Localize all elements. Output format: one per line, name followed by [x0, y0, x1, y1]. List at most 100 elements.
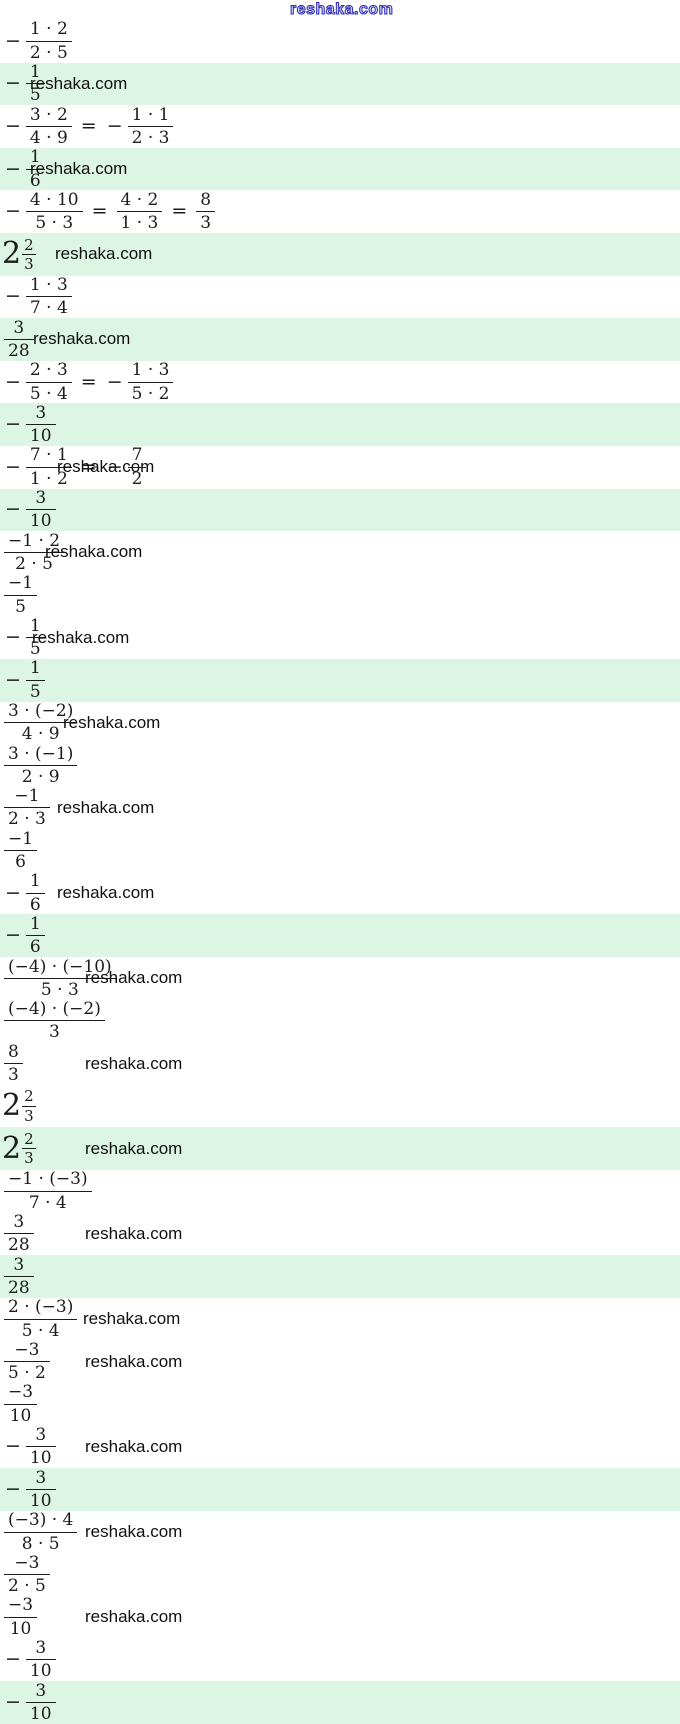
inline-watermark: reshaka.com — [85, 1223, 183, 1243]
fraction: 3 10 — [25, 1639, 56, 1682]
fraction: −3 10 — [4, 1383, 38, 1425]
fraction-denominator: 5 — [29, 85, 41, 106]
math-operator: − — [5, 157, 21, 180]
fraction-numerator: 1 — [25, 659, 45, 681]
math-operator: − — [106, 455, 123, 478]
fraction-denominator: 3 — [24, 1149, 34, 1168]
math-expression: −1 6 — [2, 872, 47, 914]
fraction-numerator: 2 — [22, 235, 36, 255]
math-expression: −1 6 — [2, 915, 47, 957]
fraction: −3 2 · 5 — [4, 1553, 50, 1596]
fraction-numerator: 3 — [25, 1639, 56, 1661]
fraction-denominator: 5 · 3 — [35, 213, 74, 234]
math-expression: −3 2 · 5 — [2, 1553, 52, 1596]
fraction: (−4) · (−10) 5 · 3 — [4, 957, 116, 1000]
solution-row-22: −1 6 — [0, 914, 680, 958]
math-expression: 3 28 — [2, 1255, 36, 1299]
fraction: 3 · (−2) 4 · 9 — [4, 702, 78, 744]
solution-row-17: 3 · (−2) 4 · 9 reshaka.com — [0, 702, 680, 745]
math-expression: −1 5 — [2, 659, 47, 701]
math-operator: = — [171, 200, 188, 223]
math-operator: − — [5, 114, 21, 137]
math-expression: −1 · (−3) 7 · 4 — [2, 1170, 94, 1212]
fraction-denominator: 6 — [15, 852, 26, 873]
inline-watermark: reshaka.com — [57, 457, 155, 477]
fraction-numerator: 1 · 3 — [25, 276, 72, 298]
solution-row-24: (−4) · (−2) 3 — [0, 1000, 680, 1043]
fraction-numerator: (−4) · (−10) — [4, 957, 116, 979]
fraction-denominator: 5 — [15, 596, 26, 617]
fraction-denominator: 7 · 4 — [28, 1192, 67, 1213]
fraction-denominator: 3 — [49, 1022, 60, 1043]
fraction-denominator: 10 — [29, 1448, 52, 1469]
fraction-numerator: 4 · 10 — [25, 190, 83, 213]
fraction: −1 · (−3) 7 · 4 — [4, 1170, 92, 1212]
fraction-denominator: 10 — [29, 1661, 52, 1682]
fraction-denominator: 2 · 5 — [15, 553, 53, 574]
fraction-denominator: 28 — [8, 1278, 30, 1299]
fraction-numerator: 3 — [4, 1213, 34, 1235]
fraction-denominator: 2 · 9 — [21, 766, 60, 787]
math-operator: − — [5, 626, 21, 649]
fraction: 3 28 — [4, 318, 34, 361]
fraction-numerator: −1 — [4, 787, 50, 809]
fraction-numerator: −1 — [4, 829, 38, 852]
fraction-numerator: −3 — [4, 1341, 50, 1363]
math-operator: − — [5, 29, 21, 52]
fraction-numerator: 3 — [4, 318, 34, 340]
inline-watermark: reshaka.com — [85, 1351, 183, 1371]
fraction: 4 · 10 5 · 3 — [25, 190, 83, 234]
inline-watermark: reshaka.com — [32, 627, 130, 647]
math-operator: − — [5, 1477, 21, 1500]
solution-row-34: −3 10 reshaka.com — [0, 1426, 680, 1469]
fraction: −1 6 — [4, 829, 38, 873]
solution-row-39: −3 10 — [0, 1639, 680, 1682]
fraction-numerator: 1 — [25, 872, 45, 894]
fraction-denominator: 3 — [24, 1106, 34, 1125]
fraction: 3 28 — [4, 1255, 34, 1299]
fraction-numerator: −3 — [4, 1553, 50, 1576]
fraction: 3 10 — [25, 489, 56, 531]
math-operator: − — [106, 114, 123, 137]
math-expression: −3 10 — [2, 489, 58, 531]
fraction-numerator: 3 · (−1) — [4, 744, 78, 766]
solution-row-35: −3 10 — [0, 1468, 680, 1511]
math-expression: −3 5 · 2 — [2, 1341, 52, 1383]
fraction-denominator: 5 · 4 — [29, 383, 68, 404]
fraction-denominator: 5 — [29, 681, 41, 702]
solution-row-27: 2 2 3 reshaka.com — [0, 1127, 680, 1171]
fraction-denominator: 5 · 2 — [131, 383, 170, 404]
fraction-denominator: 28 — [8, 340, 30, 361]
inline-watermark: reshaka.com — [57, 883, 155, 903]
math-expression: −3 10 — [2, 1383, 39, 1425]
fraction: 3 10 — [25, 1426, 56, 1469]
math-operator: − — [106, 370, 123, 393]
solution-row-6: 2 2 3 reshaka.com — [0, 232, 680, 276]
math-expression: 3 28 — [2, 318, 36, 361]
solution-row-10: −3 10 — [0, 403, 680, 446]
fraction-denominator: 3 — [8, 1065, 19, 1086]
math-expression: −1 5 — [2, 63, 47, 105]
fraction-denominator: 5 · 3 — [40, 979, 79, 1000]
solution-row-20: −1 6 — [0, 829, 680, 872]
inline-watermark: reshaka.com — [85, 1053, 183, 1073]
fraction-numerator: 2 — [22, 1087, 36, 1107]
fraction-denominator: 10 — [29, 1703, 52, 1724]
fraction-numerator: 1 · 3 — [127, 361, 174, 383]
fraction-denominator: 5 · 2 — [8, 1363, 46, 1384]
